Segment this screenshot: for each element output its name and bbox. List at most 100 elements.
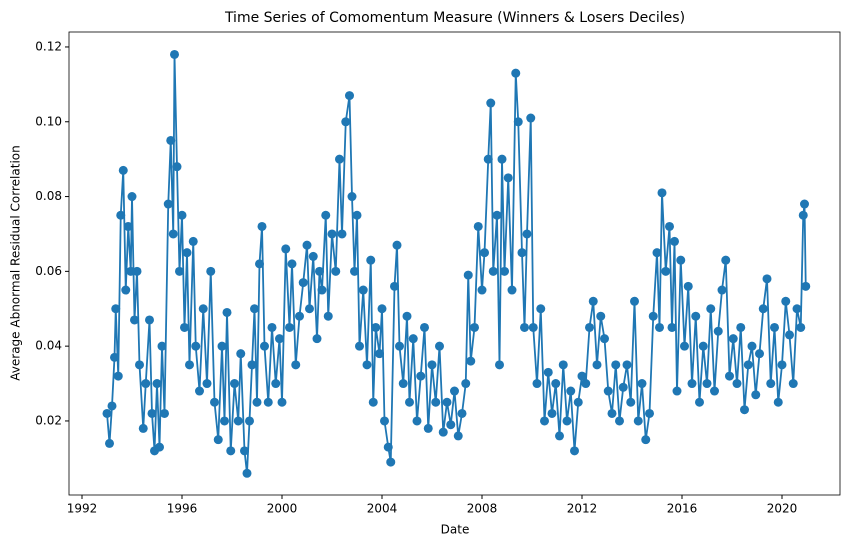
- data-point: [661, 266, 671, 276]
- data-point: [551, 379, 561, 389]
- data-point: [483, 154, 493, 164]
- plot-frame: [68, 31, 841, 496]
- data-point: [801, 281, 811, 291]
- data-point: [446, 420, 456, 430]
- data-point: [130, 315, 139, 325]
- data-point: [267, 322, 277, 332]
- x-tick-label: 1996: [167, 502, 198, 516]
- data-point: [355, 341, 364, 351]
- data-point: [102, 408, 112, 418]
- data-point: [497, 154, 507, 164]
- data-point: [185, 360, 194, 370]
- data-point: [766, 379, 776, 389]
- data-point: [480, 248, 489, 258]
- data-point: [352, 210, 362, 220]
- data-point: [492, 210, 502, 220]
- data-point: [717, 285, 727, 295]
- data-point: [695, 397, 704, 407]
- data-point: [341, 117, 351, 127]
- data-point: [540, 416, 549, 426]
- data-point: [622, 360, 632, 370]
- x-tick-label: 2016: [667, 502, 698, 516]
- y-tick-label: 0.08: [35, 189, 62, 203]
- data-point: [532, 379, 542, 389]
- data-point: [163, 199, 173, 209]
- data-point: [398, 379, 408, 389]
- data-point: [592, 360, 602, 370]
- data-point: [257, 221, 267, 231]
- data-point: [630, 296, 639, 306]
- data-point: [427, 360, 437, 370]
- data-point: [751, 390, 761, 400]
- data-point: [135, 360, 144, 370]
- data-point: [438, 427, 448, 437]
- data-point: [466, 356, 476, 366]
- data-point: [126, 266, 136, 276]
- data-point: [800, 199, 809, 209]
- data-point: [386, 457, 396, 467]
- data-point: [725, 371, 734, 381]
- data-point: [470, 322, 479, 332]
- data-point: [645, 408, 654, 418]
- data-point: [706, 304, 716, 314]
- x-tick-label: 2008: [467, 502, 498, 516]
- data-point: [147, 408, 157, 418]
- data-point: [277, 397, 287, 407]
- y-tick-label: 0.12: [35, 39, 62, 53]
- data-point: [260, 341, 269, 351]
- data-point: [517, 248, 527, 258]
- series-line: [106, 54, 807, 474]
- data-point: [581, 379, 591, 389]
- data-point: [255, 259, 264, 269]
- data-point: [755, 349, 764, 359]
- data-point: [195, 386, 204, 396]
- data-point: [180, 322, 189, 332]
- data-point: [615, 416, 624, 426]
- data-point: [652, 248, 662, 258]
- data-point: [785, 330, 794, 340]
- data-point: [317, 285, 327, 295]
- data-point: [175, 266, 184, 276]
- data-point: [242, 468, 252, 478]
- data-point: [412, 416, 422, 426]
- data-point: [287, 259, 297, 269]
- data-point: [511, 68, 521, 78]
- data-point: [683, 281, 693, 291]
- y-tick-label: 0.06: [35, 264, 62, 278]
- x-axis-label: Date: [441, 523, 470, 537]
- data-point: [536, 304, 546, 314]
- data-point: [132, 266, 142, 276]
- data-point: [302, 240, 312, 250]
- data-point: [431, 397, 441, 407]
- data-point: [138, 423, 148, 433]
- data-point: [281, 244, 291, 254]
- data-point: [698, 341, 708, 351]
- data-point: [390, 281, 399, 291]
- data-point: [486, 98, 496, 108]
- data-point: [526, 113, 536, 123]
- data-point: [665, 221, 674, 231]
- data-point: [777, 360, 787, 370]
- data-point: [762, 274, 772, 284]
- data-point: [420, 322, 429, 332]
- data-point: [315, 266, 324, 276]
- data-point: [202, 379, 212, 389]
- data-point: [670, 236, 679, 246]
- data-point: [792, 304, 802, 314]
- data-point: [687, 379, 697, 389]
- data-point: [770, 322, 779, 332]
- data-point: [247, 360, 257, 370]
- data-point: [416, 371, 426, 381]
- data-point: [111, 304, 121, 314]
- data-point: [798, 210, 808, 220]
- data-point: [145, 315, 154, 325]
- data-point: [213, 435, 223, 445]
- data-point: [252, 397, 262, 407]
- data-point: [648, 311, 658, 321]
- data-point: [222, 307, 232, 317]
- data-point: [177, 210, 187, 220]
- data-point: [743, 360, 753, 370]
- data-point: [577, 371, 587, 381]
- data-point: [520, 322, 529, 332]
- data-point: [758, 304, 768, 314]
